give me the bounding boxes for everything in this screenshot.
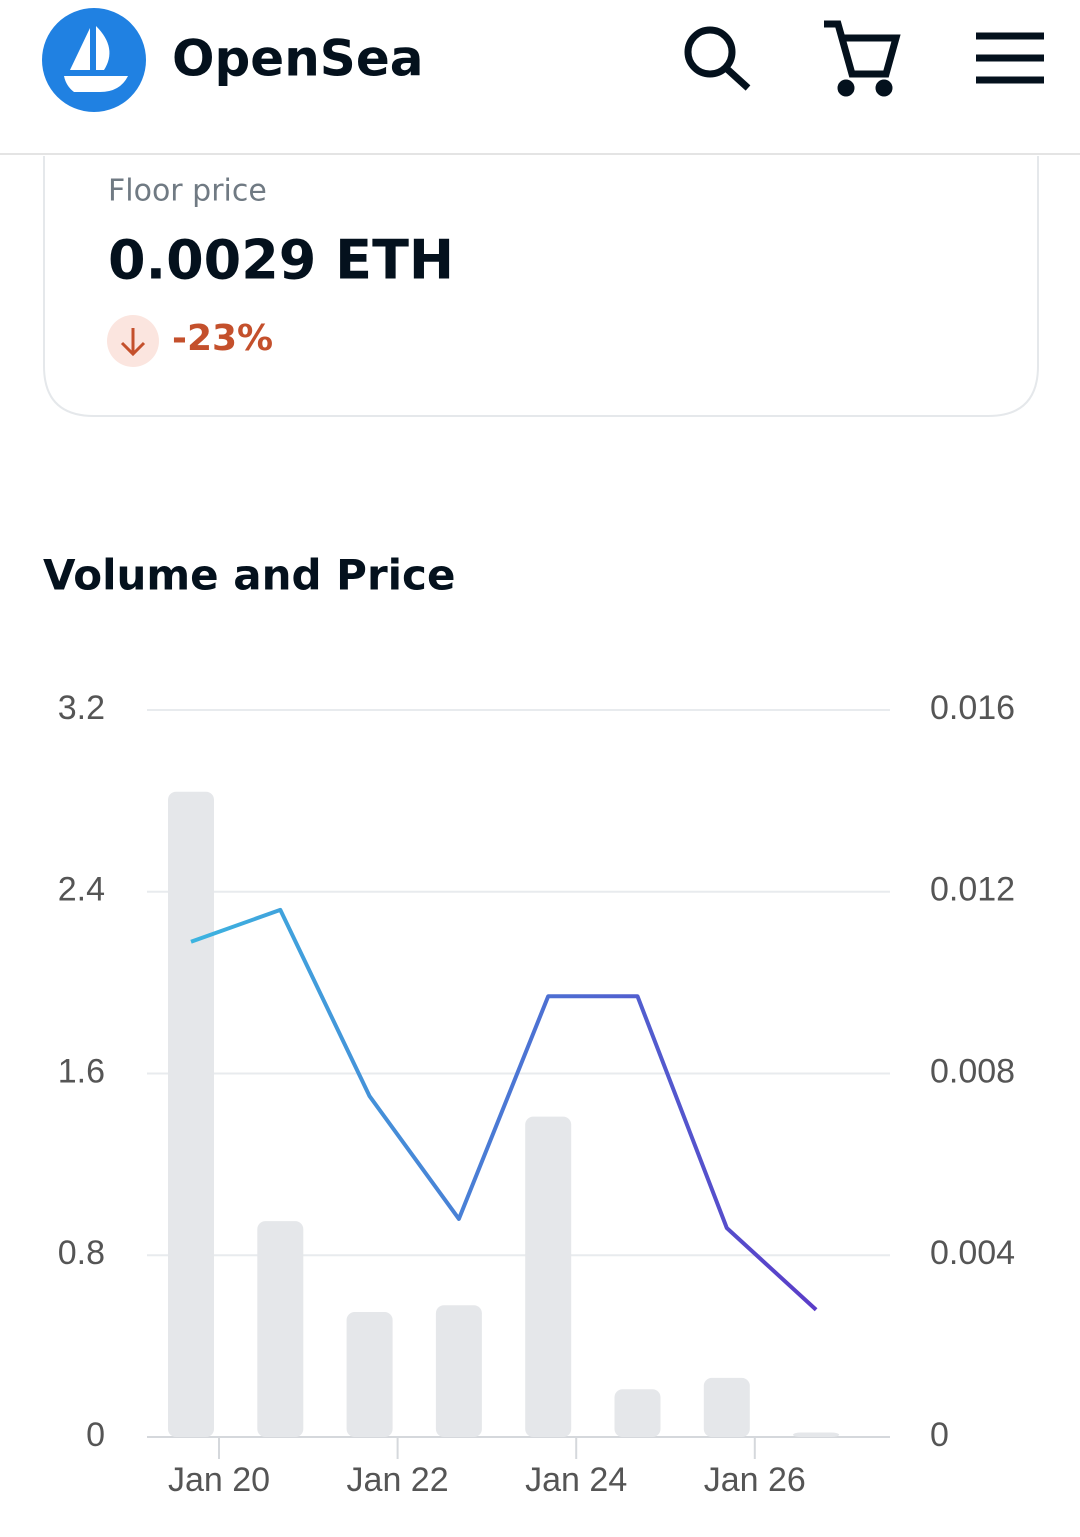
volume-bar: [793, 1432, 840, 1437]
y2-tick-label: 0: [930, 1416, 949, 1454]
volume-bar: [614, 1389, 661, 1437]
header: [0, 0, 1080, 154]
volume-bar: [703, 1377, 750, 1437]
x-tick-label: Jan 26: [704, 1461, 806, 1499]
y-tick-label: 3.2: [58, 689, 105, 727]
y2-tick-label: 0.008: [930, 1052, 1015, 1090]
x-tick-label: Jan 22: [347, 1461, 449, 1499]
chart-title: Volume and Price: [43, 551, 455, 600]
floor-value: 0.0029 ETH: [108, 229, 454, 292]
down-arrow: [107, 315, 159, 367]
y2-tick-label: 0.012: [930, 871, 1015, 909]
y2-tick-label: 0.004: [930, 1234, 1015, 1272]
volume-bar: [525, 1116, 572, 1437]
y2-tick-label: 0.016: [930, 689, 1015, 727]
y-tick-label: 2.4: [58, 871, 105, 909]
search-icon[interactable]: [684, 26, 751, 91]
price-line: [190, 907, 818, 1312]
volume-bar: [346, 1312, 393, 1437]
floor-change: -23%: [172, 318, 273, 359]
y-tick-label: 0: [86, 1416, 105, 1454]
y-tick-label: 0.8: [58, 1234, 105, 1272]
logo[interactable]: [42, 8, 146, 112]
volume-bar: [168, 791, 214, 1437]
volume-bar: [257, 1221, 304, 1437]
x-tick-label: Jan 24: [525, 1461, 627, 1499]
floor-card: [43, 156, 1039, 417]
floor-label: Floor price: [108, 174, 267, 209]
volume-bar: [435, 1305, 482, 1437]
brand[interactable]: OpenSea: [172, 30, 423, 88]
y-tick-label: 1.6: [58, 1052, 105, 1090]
x-tick-label: Jan 20: [168, 1461, 270, 1499]
menu-icon[interactable]: [976, 32, 1044, 84]
cart-icon[interactable]: [824, 20, 901, 97]
